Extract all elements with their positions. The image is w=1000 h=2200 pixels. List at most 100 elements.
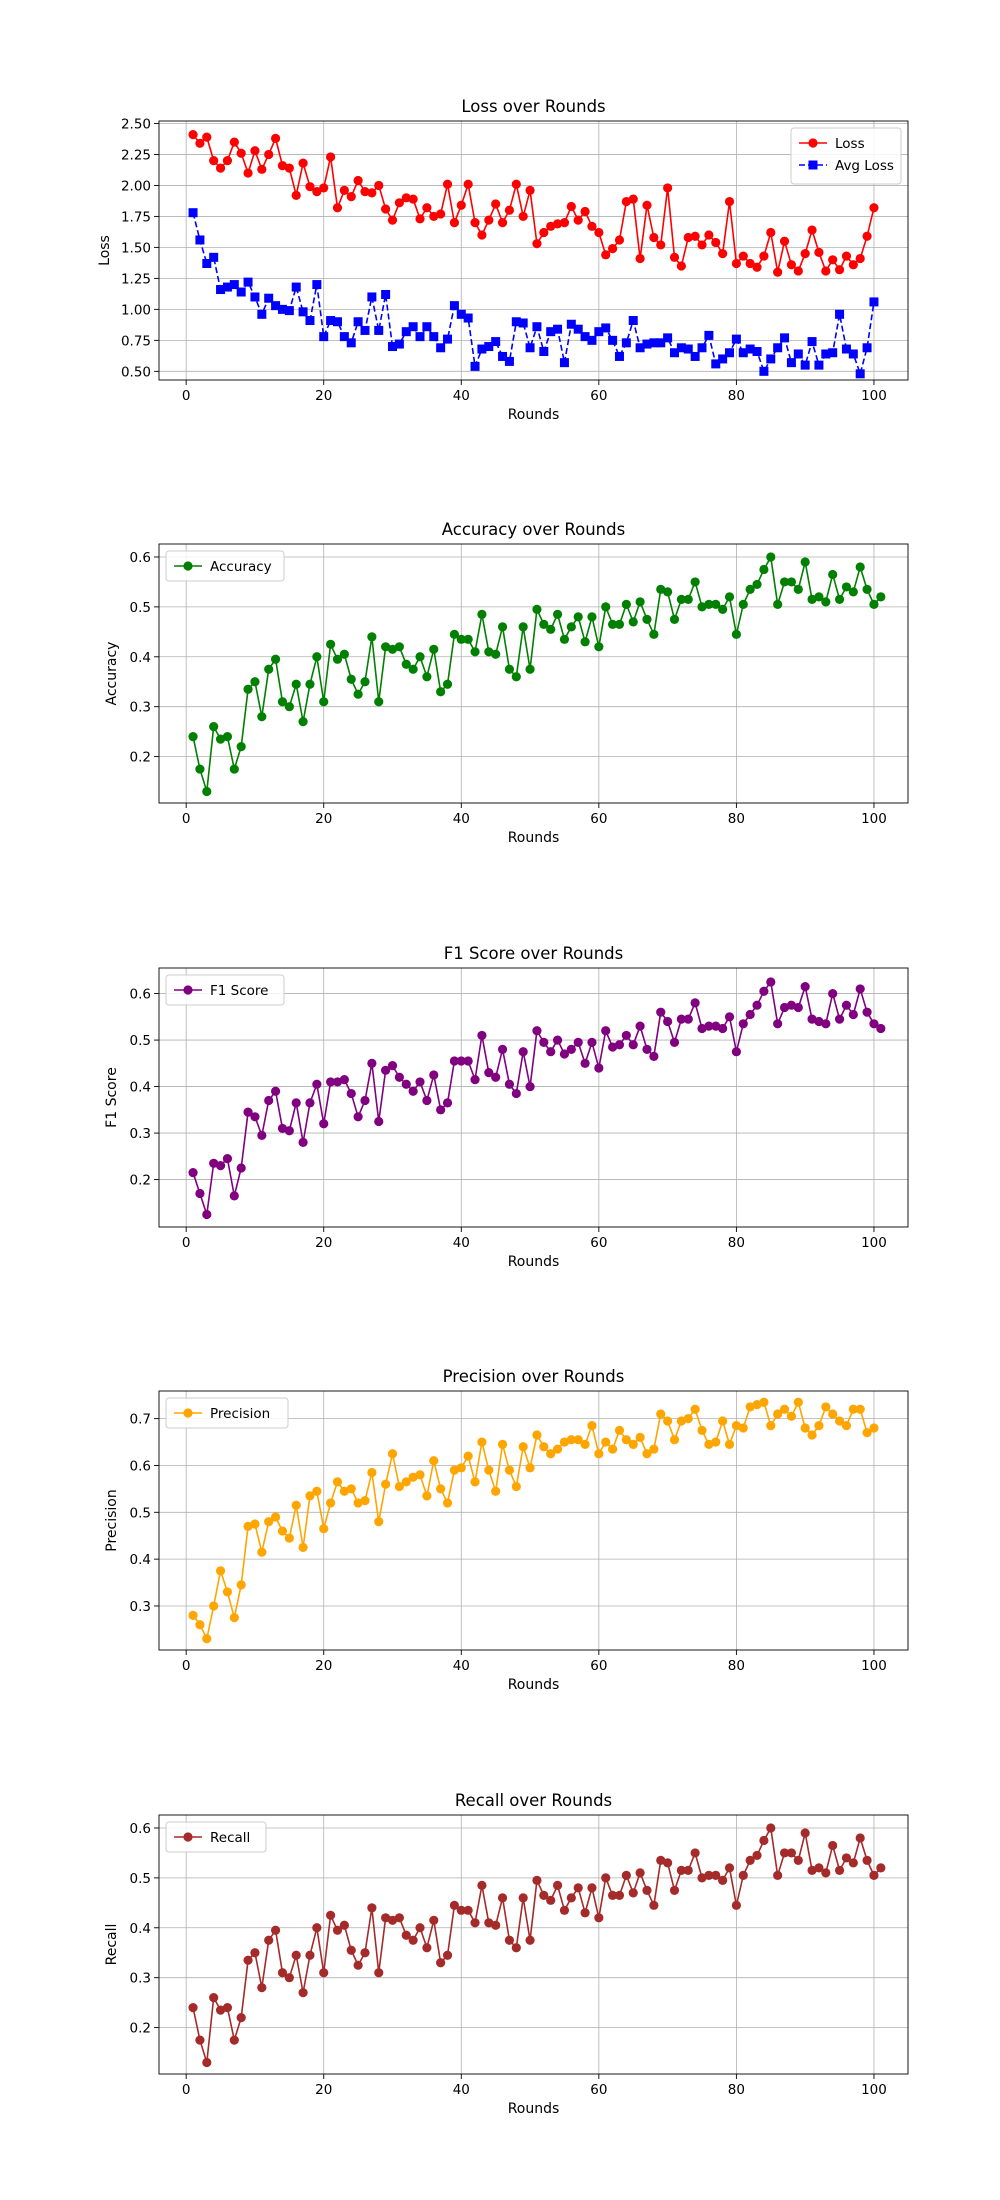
data-point <box>635 1432 645 1442</box>
data-point <box>546 1895 556 1905</box>
chart-title: Accuracy over Rounds <box>442 520 625 539</box>
data-point <box>731 1047 741 1057</box>
data-point <box>518 622 528 632</box>
data-point <box>456 1905 466 1915</box>
data-point <box>436 687 446 697</box>
data-point <box>346 674 356 684</box>
data-point <box>388 342 398 352</box>
legend-box <box>165 974 285 1006</box>
data-point <box>559 1049 570 1059</box>
data-point <box>215 1161 226 1171</box>
legend-label: Accuracy <box>210 559 272 575</box>
data-point <box>676 343 686 353</box>
data-point <box>257 1130 267 1140</box>
data-point <box>614 619 625 629</box>
data-point <box>697 240 707 250</box>
data-point <box>401 1079 411 1089</box>
x-tick-label: 0 <box>182 2082 191 2098</box>
data-point <box>724 1012 735 1022</box>
data-point <box>484 1068 494 1078</box>
data-point <box>305 1950 315 1960</box>
data-point <box>312 1923 322 1933</box>
data-point <box>635 343 645 353</box>
legend: F1 Score <box>165 974 285 1006</box>
legend-box <box>165 1821 267 1853</box>
data-point <box>291 1098 301 1108</box>
data-point <box>236 2013 246 2023</box>
data-point <box>511 317 521 327</box>
axes-frame <box>158 120 909 381</box>
data-point <box>195 138 205 148</box>
data-point <box>738 1423 748 1433</box>
data-point <box>759 251 769 261</box>
legend-label: Precision <box>210 1406 270 1422</box>
data-point <box>621 1870 631 1880</box>
y-axis-label: Accuracy <box>104 642 120 706</box>
data-point <box>353 1960 363 1970</box>
data-point <box>374 325 384 335</box>
data-point <box>195 764 205 774</box>
gridlines <box>159 1391 908 1650</box>
data-point <box>491 199 501 209</box>
data-point <box>848 1009 858 1020</box>
data-point <box>374 1517 384 1527</box>
data-point <box>360 187 370 197</box>
data-point <box>559 634 570 644</box>
data-point <box>539 1037 549 1047</box>
data-point <box>621 338 631 348</box>
data-point <box>291 679 301 689</box>
data-point <box>456 634 466 644</box>
data-point <box>463 179 473 189</box>
data-point <box>381 1065 391 1075</box>
data-point <box>841 344 851 354</box>
data-point <box>773 1019 783 1029</box>
x-tick-label: 0 <box>182 811 191 827</box>
data-point <box>663 183 673 193</box>
data-point <box>848 260 858 270</box>
data-point <box>628 1040 638 1050</box>
data-point <box>394 339 404 349</box>
data-point <box>504 664 515 674</box>
data-point <box>298 158 308 168</box>
data-point <box>277 697 288 707</box>
data-point <box>828 1840 838 1851</box>
data-point <box>449 629 460 639</box>
x-tick-label: 40 <box>453 811 470 827</box>
data-point <box>848 1858 858 1868</box>
data-point <box>848 349 858 359</box>
data-point <box>718 1416 728 1426</box>
data-point <box>209 252 219 262</box>
x-tick-label: 100 <box>861 1235 887 1251</box>
data-point <box>243 277 253 287</box>
data-point <box>270 654 281 664</box>
data-point <box>752 1000 762 1010</box>
data-point <box>580 637 590 647</box>
x-tick-label: 0 <box>182 1235 191 1251</box>
y-tick-label: 0.5 <box>130 600 151 616</box>
data-point <box>862 1428 872 1438</box>
x-tick-label: 20 <box>315 1658 332 1674</box>
data-point <box>270 1925 281 1935</box>
data-point <box>381 289 391 299</box>
data-point <box>367 1903 377 1913</box>
data-point <box>215 163 226 173</box>
y-tick-label: 0.3 <box>130 1599 151 1615</box>
y-tick-label: 0.2 <box>130 750 151 766</box>
data-point <box>277 304 287 314</box>
data-point <box>786 1411 797 1421</box>
data-point <box>429 1456 439 1466</box>
y-tick-label: 0.2 <box>130 2021 151 2037</box>
data-point <box>793 1855 803 1866</box>
data-point <box>264 1095 274 1106</box>
data-point <box>236 742 246 752</box>
data-point <box>773 1409 783 1419</box>
data-point <box>250 1112 260 1122</box>
data-point <box>642 1044 652 1054</box>
data-point <box>862 231 872 241</box>
data-point <box>209 722 219 732</box>
data-point <box>236 1163 246 1173</box>
data-point <box>367 1467 377 1478</box>
data-point <box>257 309 267 319</box>
data-point <box>518 211 528 222</box>
